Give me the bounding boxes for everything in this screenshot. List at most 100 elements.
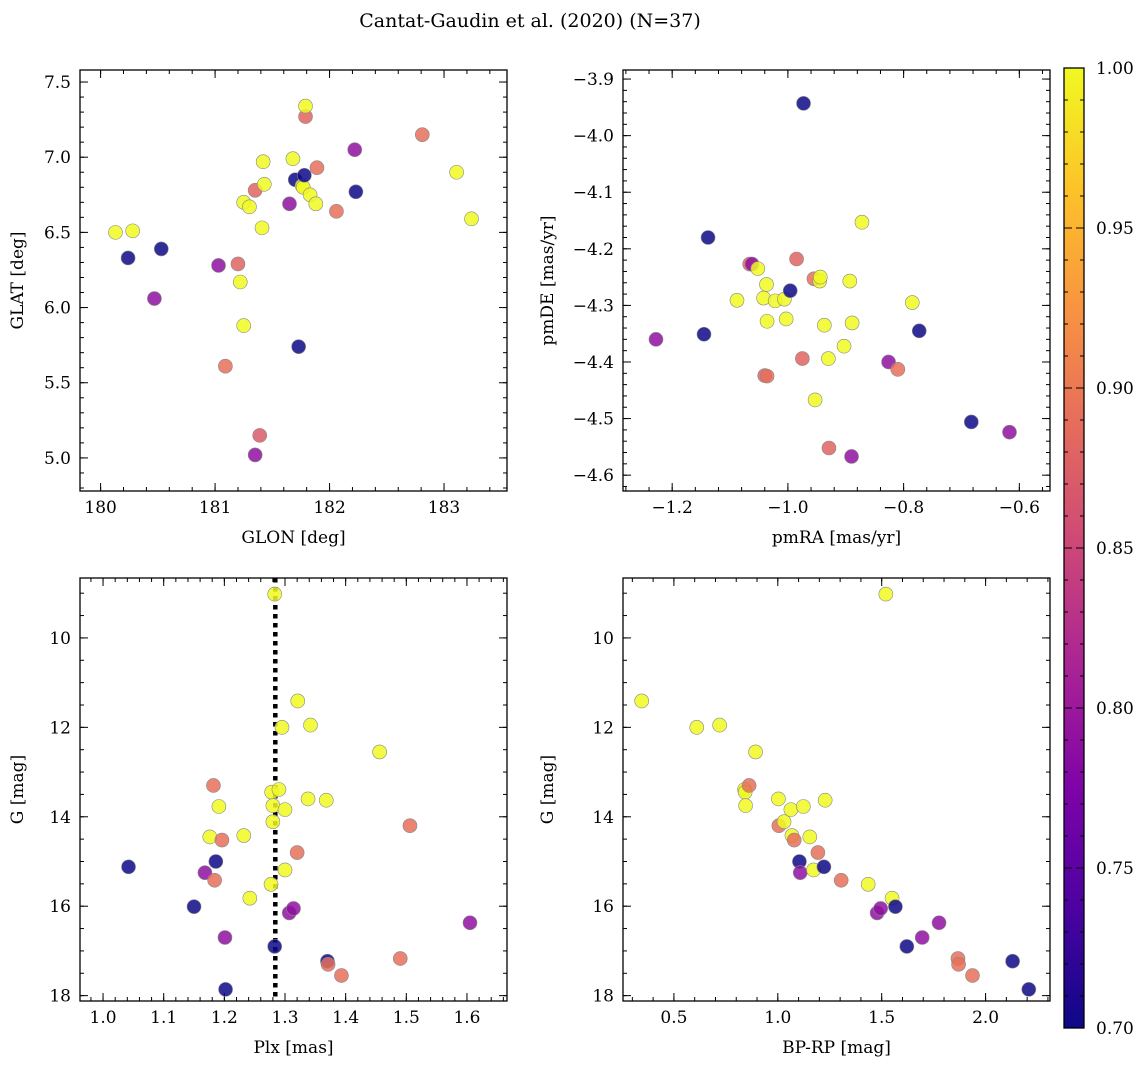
data-point [964, 414, 979, 430]
x-tick-label: 1.0 [90, 1008, 117, 1028]
axes-frame [622, 69, 1051, 492]
data-point [648, 332, 664, 347]
data-point [255, 154, 271, 170]
data-point [464, 211, 479, 227]
y-axis-label: GLAT [deg] [8, 231, 28, 329]
data-point [309, 160, 325, 176]
x-tick-label: 1.1 [150, 1008, 177, 1028]
data-point [844, 449, 859, 464]
x-tick-label: −1.2 [652, 498, 693, 518]
data-point [298, 98, 313, 114]
data-point [265, 814, 281, 829]
y-tick-label: 10 [592, 629, 614, 649]
data-point [271, 782, 287, 797]
data-point [965, 968, 980, 983]
x-tick-label: −0.8 [883, 498, 924, 518]
data-point [120, 250, 136, 266]
data-point [836, 338, 852, 354]
y-tick-label: 12 [49, 718, 71, 738]
y-tick-label: −4.5 [573, 410, 614, 430]
data-point [844, 315, 860, 331]
data-point [303, 717, 318, 733]
x-tick-label: 182 [313, 498, 345, 518]
y-tick-label: 6.0 [44, 299, 71, 319]
data-point [108, 225, 123, 240]
data-point [462, 915, 478, 931]
x-tick-label: 181 [199, 498, 231, 518]
y-tick-label: 14 [592, 808, 614, 828]
x-tick-label: 1.5 [868, 1008, 895, 1028]
x-tick-label: 0.5 [660, 1008, 687, 1028]
data-point [348, 184, 364, 200]
y-axis-label: G [mag] [538, 755, 558, 824]
x-tick-label: 1.0 [764, 1008, 791, 1028]
colorbar-tick-label: 0.70 [1096, 1019, 1134, 1039]
data-point [778, 311, 794, 327]
data-point [242, 199, 257, 215]
x-tick-label: −1.0 [767, 498, 808, 518]
data-point [860, 876, 876, 892]
data-point [318, 792, 334, 808]
data-point [931, 915, 947, 931]
data-point [816, 859, 832, 875]
data-point [286, 901, 301, 916]
colorbar-gradient [1064, 68, 1084, 1028]
data-point [890, 362, 906, 377]
data-point [290, 693, 306, 709]
data-point [842, 273, 858, 289]
y-axis-label: pmDE [mas/yr] [538, 215, 558, 345]
data-point [689, 720, 705, 735]
data-point [821, 440, 837, 456]
y-tick-label: −4.6 [573, 466, 614, 486]
data-point [217, 930, 233, 945]
y-tick-label: −3.9 [573, 70, 614, 90]
axes-frame [79, 69, 508, 492]
data-point [236, 318, 252, 333]
colorbar-tick-label: 0.80 [1096, 699, 1134, 719]
x-tick-label: 1.3 [271, 1008, 298, 1028]
x-tick-label: 1.5 [393, 1008, 420, 1028]
data-point [712, 717, 727, 733]
data-point [263, 876, 279, 892]
data-point [634, 693, 650, 709]
data-point [121, 859, 136, 875]
y-tick-label: 7.5 [44, 73, 71, 93]
data-point [402, 818, 418, 834]
data-point [807, 392, 823, 408]
data-point [771, 791, 786, 807]
data-point [782, 283, 798, 298]
data-point [202, 829, 218, 845]
colorbar-tick-label: 0.90 [1096, 379, 1134, 399]
data-point [211, 258, 226, 273]
axes-frame [622, 577, 1051, 1002]
data-point [147, 291, 162, 306]
data-point [125, 223, 140, 239]
data-point [911, 323, 927, 339]
y-tick-label: 14 [49, 808, 71, 828]
data-point [289, 845, 305, 860]
data-point [786, 832, 802, 848]
y-tick-label: −4.0 [573, 127, 614, 147]
data-point [207, 872, 222, 888]
data-point [214, 832, 230, 848]
panel-bprp-g: 0.5 1.0 1.5 2.0 10 12 14 16 18 BP-RP [mag] G [mag] [538, 577, 1051, 1058]
x-tick-label: 1.4 [332, 1008, 359, 1028]
y-tick-label: 16 [592, 897, 614, 917]
data-point [206, 778, 221, 793]
data-point [696, 326, 712, 342]
data-point [291, 339, 306, 354]
x-tick-label: 1.6 [453, 1008, 480, 1028]
y-tick-label: −4.2 [573, 240, 614, 260]
data-point [267, 586, 282, 602]
data-point [300, 791, 316, 807]
data-point [810, 845, 826, 860]
y-tick-label: −4.3 [573, 296, 614, 316]
x-axis-label: BP-RP [mag] [782, 1038, 891, 1058]
axes-frame [79, 577, 508, 1002]
y-tick-label: 18 [49, 987, 71, 1007]
data-point [1005, 953, 1020, 969]
data-point [888, 899, 903, 914]
data-point [759, 368, 775, 384]
data-point [372, 744, 387, 760]
